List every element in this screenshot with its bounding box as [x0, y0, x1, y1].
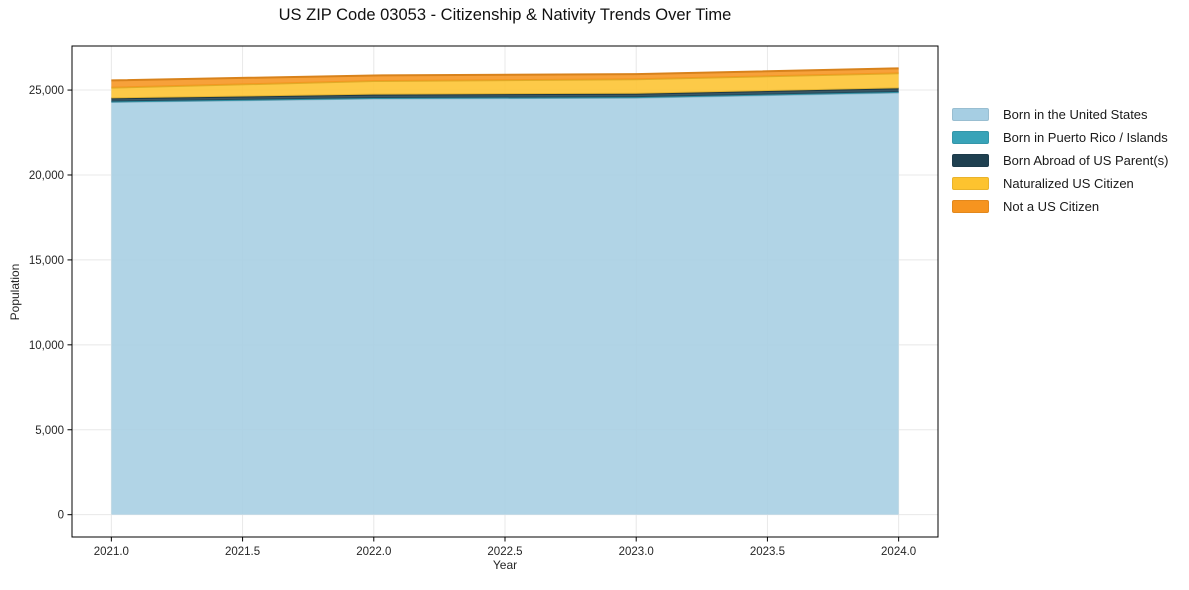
- legend-swatch-icon: [952, 200, 989, 213]
- x-tick-label: 2021.5: [225, 546, 260, 558]
- chart-title: US ZIP Code 03053 - Citizenship & Nativi…: [278, 6, 732, 24]
- area-born-in-the-united-states: [111, 92, 899, 515]
- y-tick-label: 10,000: [29, 340, 64, 352]
- x-tick-label: 2023.0: [619, 546, 654, 558]
- legend-item-naturalized-us-citizen[interactable]: Naturalized US Citizen: [952, 172, 1168, 195]
- x-tick-label: 2021.0: [94, 546, 129, 558]
- legend-item-label: Born Abroad of US Parent(s): [1003, 153, 1169, 168]
- legend-swatch-icon: [952, 108, 989, 121]
- x-tick-label: 2024.0: [881, 546, 916, 558]
- y-axis-label: Population: [8, 263, 22, 321]
- legend-item-label: Not a US Citizen: [1003, 199, 1100, 214]
- y-tick-label: 20,000: [29, 170, 64, 182]
- x-axis-label: Year: [492, 558, 518, 572]
- x-tick-label: 2022.5: [487, 546, 522, 558]
- legend-item-born-in-puerto-rico-islands[interactable]: Born in Puerto Rico / Islands: [952, 126, 1168, 149]
- legend-item-label: Naturalized US Citizen: [1003, 176, 1134, 191]
- legend-item-label: Born in the United States: [1003, 107, 1148, 122]
- legend-item-not-a-us-citizen[interactable]: Not a US Citizen: [952, 195, 1168, 218]
- legend: Born in the United States Born in Puerto …: [952, 103, 1168, 218]
- y-tick-label: 15,000: [29, 255, 64, 267]
- legend-item-born-abroad-of-us-parent-s[interactable]: Born Abroad of US Parent(s): [952, 149, 1168, 172]
- x-tick-label: 2022.0: [356, 546, 391, 558]
- area-naturalized-us-citizen: [111, 73, 899, 99]
- legend-swatch-icon: [952, 177, 989, 190]
- legend-swatch-icon: [952, 154, 989, 167]
- legend-item-born-in-the-united-states[interactable]: Born in the United States: [952, 103, 1168, 126]
- area-edge-not-a-us-citizen: [111, 67, 899, 82]
- y-tick-label: 5,000: [35, 425, 64, 437]
- x-tick-label: 2023.5: [750, 546, 785, 558]
- legend-item-label: Born in Puerto Rico / Islands: [1003, 130, 1168, 145]
- y-tick-label: 0: [58, 510, 64, 522]
- y-tick-label: 25,000: [29, 85, 64, 97]
- legend-swatch-icon: [952, 131, 989, 144]
